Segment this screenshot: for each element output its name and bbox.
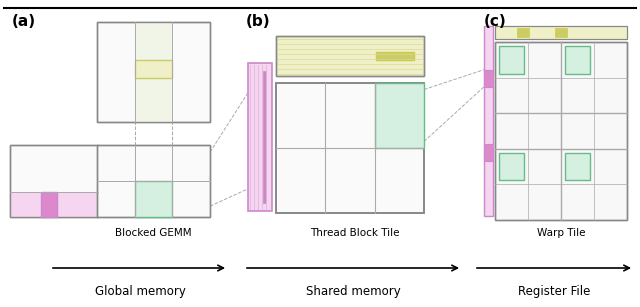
Text: Thread Block Tile: Thread Block Tile (310, 228, 400, 238)
Bar (484, 26, 493, 216)
Bar (276, 36, 424, 76)
Bar (499, 46, 524, 74)
Bar (376, 52, 414, 60)
Bar (495, 42, 627, 220)
Bar (499, 153, 524, 181)
Bar (97, 145, 210, 217)
Bar (374, 83, 424, 148)
Bar (517, 28, 529, 37)
Text: (a): (a) (12, 14, 36, 29)
Bar (276, 36, 424, 76)
Bar (263, 71, 266, 203)
Text: Shared memory: Shared memory (306, 285, 401, 298)
Bar (10, 145, 98, 217)
Bar (41, 192, 57, 217)
Bar (495, 26, 627, 39)
Bar (484, 144, 493, 161)
Bar (495, 26, 627, 39)
Bar (495, 42, 627, 220)
Text: Global memory: Global memory (95, 285, 186, 298)
Text: (c): (c) (484, 14, 507, 29)
Bar (97, 22, 210, 122)
Text: (b): (b) (246, 14, 271, 29)
Bar (134, 181, 172, 217)
Bar (565, 153, 590, 181)
Text: Register File: Register File (518, 285, 590, 298)
Bar (10, 145, 98, 217)
Text: Blocked GEMM: Blocked GEMM (115, 228, 191, 238)
Bar (276, 83, 424, 213)
Text: Warp Tile: Warp Tile (537, 228, 585, 238)
Bar (248, 63, 272, 211)
Bar (10, 192, 98, 217)
Bar (555, 28, 567, 37)
Bar (276, 83, 424, 213)
Bar (134, 145, 172, 217)
Bar (565, 46, 590, 74)
Bar (134, 60, 172, 78)
Bar (134, 22, 172, 122)
Bar (97, 22, 210, 122)
Bar (484, 70, 493, 87)
Bar (97, 145, 210, 217)
